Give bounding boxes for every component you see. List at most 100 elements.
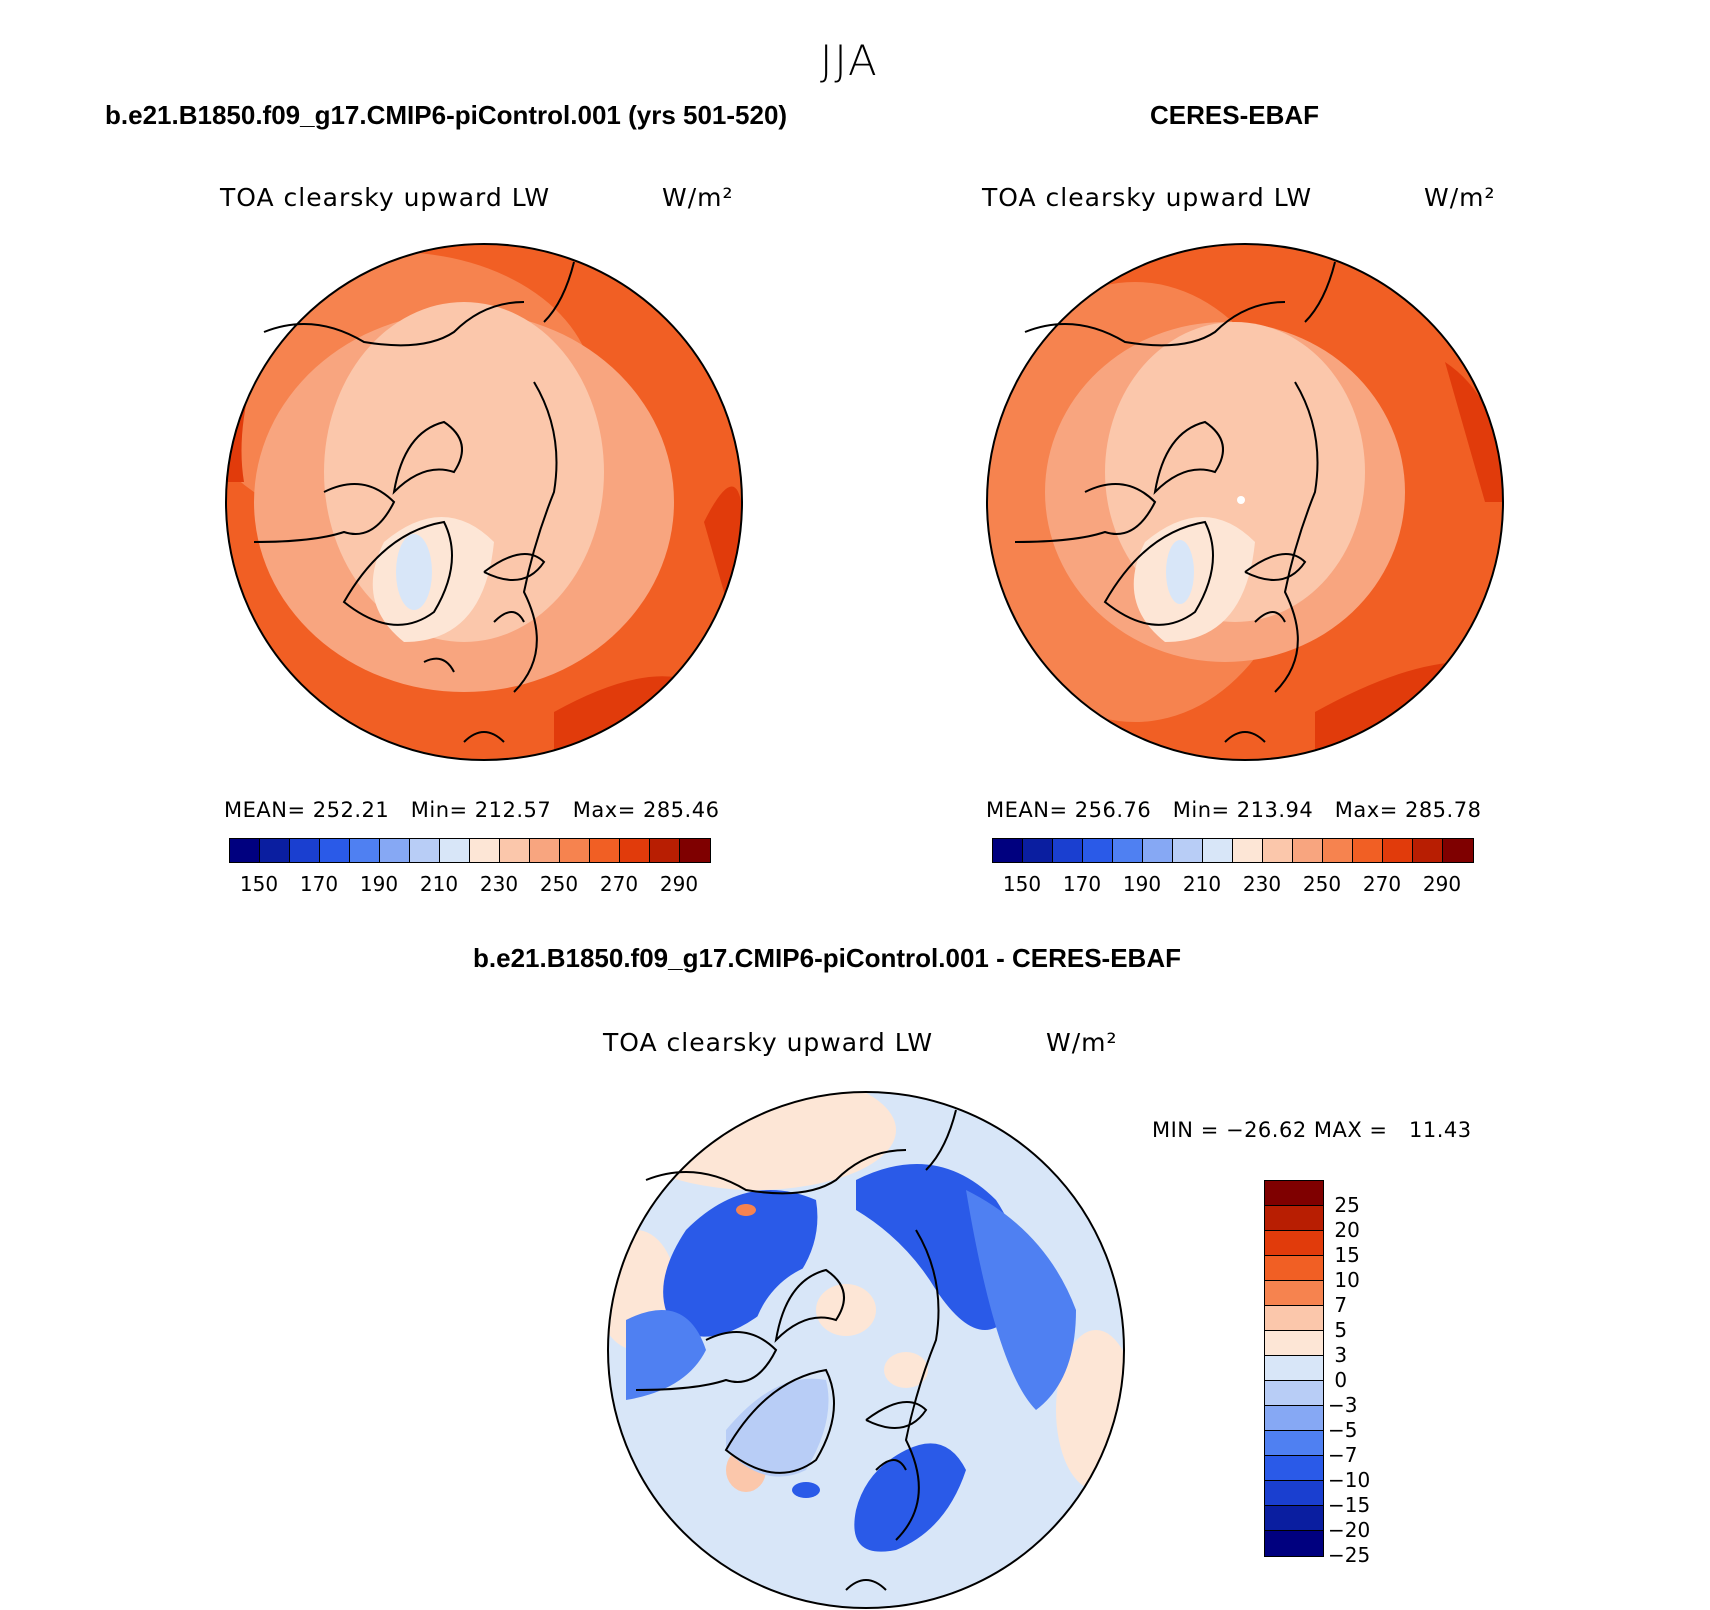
colorbar-swatch bbox=[500, 839, 530, 862]
colorbar-swatch bbox=[530, 839, 560, 862]
colorbar-swatch bbox=[320, 839, 350, 862]
obs-stats: MEAN= 256.76 Min= 213.94 Max= 285.78 bbox=[986, 798, 1482, 822]
colorbar-tick-label: 150 bbox=[239, 872, 279, 896]
colorbar-tick-label: 270 bbox=[599, 872, 639, 896]
colorbar-tick-label: 0 bbox=[1328, 1368, 1348, 1392]
colorbar-tick-label: 210 bbox=[1182, 872, 1222, 896]
model-polar-map bbox=[225, 243, 743, 761]
colorbar-swatch bbox=[1143, 839, 1173, 862]
colorbar-swatch bbox=[1053, 839, 1083, 862]
colorbar-swatch bbox=[650, 839, 680, 862]
colorbar-tick-label: 270 bbox=[1362, 872, 1402, 896]
colorbar-tick-label: 3 bbox=[1328, 1343, 1348, 1367]
obs-polar-map bbox=[986, 243, 1504, 761]
colorbar-swatch bbox=[1353, 839, 1383, 862]
colorbar-swatch bbox=[1265, 1481, 1323, 1506]
season-title: JJA bbox=[820, 36, 879, 85]
diff-variable-label: TOA clearsky upward LW bbox=[603, 1028, 934, 1057]
diff-polar-map bbox=[607, 1091, 1125, 1609]
colorbar-swatch bbox=[1265, 1531, 1323, 1556]
colorbar-tick-label: 290 bbox=[659, 872, 699, 896]
colorbar-swatch bbox=[1265, 1231, 1323, 1256]
colorbar-tick-label: −25 bbox=[1328, 1543, 1371, 1567]
colorbar-swatch bbox=[1265, 1256, 1323, 1281]
colorbar-swatch bbox=[410, 839, 440, 862]
diff-stats: MIN = −26.62 MAX = 11.43 bbox=[1152, 1118, 1472, 1142]
colorbar-tick-label: 7 bbox=[1328, 1293, 1348, 1317]
colorbar-swatch bbox=[1265, 1306, 1323, 1331]
colorbar-swatch bbox=[1265, 1356, 1323, 1381]
colorbar-tick-label: −3 bbox=[1328, 1393, 1358, 1417]
colorbar-tick-label: −20 bbox=[1328, 1518, 1371, 1542]
colorbar-swatch bbox=[1023, 839, 1053, 862]
colorbar-swatch bbox=[1265, 1406, 1323, 1431]
model-colorbar-labels: 150 170 190 210 230 250 270 290 bbox=[229, 872, 713, 898]
colorbar-tick-label: 290 bbox=[1422, 872, 1462, 896]
obs-variable-label: TOA clearsky upward LW bbox=[982, 183, 1313, 212]
colorbar-swatch bbox=[1265, 1181, 1323, 1206]
obs-units-label: W/m² bbox=[1424, 183, 1496, 212]
colorbar-swatch bbox=[620, 839, 650, 862]
colorbar-tick-label: 190 bbox=[1122, 872, 1162, 896]
colorbar-swatch bbox=[590, 839, 620, 862]
colorbar-tick-label: 250 bbox=[539, 872, 579, 896]
colorbar-swatch bbox=[1265, 1381, 1323, 1406]
model-variable-label: TOA clearsky upward LW bbox=[220, 183, 551, 212]
colorbar-tick-label: 20 bbox=[1328, 1218, 1360, 1242]
diff-units-label: W/m² bbox=[1046, 1028, 1118, 1057]
colorbar-tick-label: 230 bbox=[479, 872, 519, 896]
colorbar-swatch bbox=[680, 839, 710, 862]
colorbar-swatch bbox=[1173, 839, 1203, 862]
colorbar-tick-label: 25 bbox=[1328, 1193, 1360, 1217]
colorbar-swatch bbox=[440, 839, 470, 862]
colorbar-tick-label: 230 bbox=[1242, 872, 1282, 896]
colorbar-tick-label: 15 bbox=[1328, 1243, 1360, 1267]
colorbar-swatch bbox=[1265, 1331, 1323, 1356]
colorbar-swatch bbox=[380, 839, 410, 862]
colorbar-tick-label: −15 bbox=[1328, 1493, 1371, 1517]
colorbar-tick-label: 10 bbox=[1328, 1268, 1360, 1292]
model-stats: MEAN= 252.21 Min= 212.57 Max= 285.46 bbox=[224, 798, 720, 822]
colorbar-swatch bbox=[1265, 1206, 1323, 1231]
colorbar-tick-label: −7 bbox=[1328, 1443, 1358, 1467]
model-colorbar bbox=[229, 838, 711, 863]
colorbar-swatch bbox=[560, 839, 590, 862]
colorbar-swatch bbox=[1083, 839, 1113, 862]
colorbar-swatch bbox=[1233, 839, 1263, 862]
colorbar-tick-label: −5 bbox=[1328, 1418, 1358, 1442]
diff-panel-title: b.e21.B1850.f09_g17.CMIP6-piControl.001 … bbox=[473, 943, 1181, 973]
colorbar-swatch bbox=[350, 839, 380, 862]
colorbar-swatch bbox=[1265, 1281, 1323, 1306]
colorbar-swatch bbox=[1265, 1431, 1323, 1456]
colorbar-swatch bbox=[1413, 839, 1443, 862]
colorbar-swatch bbox=[1383, 839, 1413, 862]
colorbar-tick-label: 210 bbox=[419, 872, 459, 896]
colorbar-swatch bbox=[230, 839, 260, 862]
diff-colorbar-labels: 25 20 15 10 7 5 3 0 −3 −5 −7 −10 −15 −20 −25 bbox=[1328, 1180, 1398, 1580]
diff-colorbar bbox=[1264, 1180, 1324, 1557]
colorbar-swatch bbox=[1443, 839, 1473, 862]
colorbar-swatch bbox=[1265, 1456, 1323, 1481]
obs-colorbar bbox=[992, 838, 1474, 863]
obs-colorbar-labels: 150 170 190 210 230 250 270 290 bbox=[992, 872, 1476, 898]
colorbar-swatch bbox=[290, 839, 320, 862]
colorbar-swatch bbox=[1263, 839, 1293, 862]
model-units-label: W/m² bbox=[662, 183, 734, 212]
obs-panel-title: CERES-EBAF bbox=[1150, 100, 1320, 130]
colorbar-swatch bbox=[1113, 839, 1143, 862]
colorbar-tick-label: 170 bbox=[299, 872, 339, 896]
colorbar-tick-label: −10 bbox=[1328, 1468, 1371, 1492]
colorbar-swatch bbox=[1293, 839, 1323, 862]
colorbar-swatch bbox=[470, 839, 500, 862]
colorbar-tick-label: 190 bbox=[359, 872, 399, 896]
colorbar-tick-label: 170 bbox=[1062, 872, 1102, 896]
colorbar-swatch bbox=[1265, 1506, 1323, 1531]
colorbar-swatch bbox=[1203, 839, 1233, 862]
colorbar-tick-label: 5 bbox=[1328, 1318, 1348, 1342]
colorbar-tick-label: 250 bbox=[1302, 872, 1342, 896]
colorbar-swatch bbox=[1323, 839, 1353, 862]
colorbar-swatch bbox=[260, 839, 290, 862]
colorbar-tick-label: 150 bbox=[1002, 872, 1042, 896]
model-panel-title: b.e21.B1850.f09_g17.CMIP6-piControl.001 … bbox=[105, 100, 788, 130]
colorbar-swatch bbox=[993, 839, 1023, 862]
